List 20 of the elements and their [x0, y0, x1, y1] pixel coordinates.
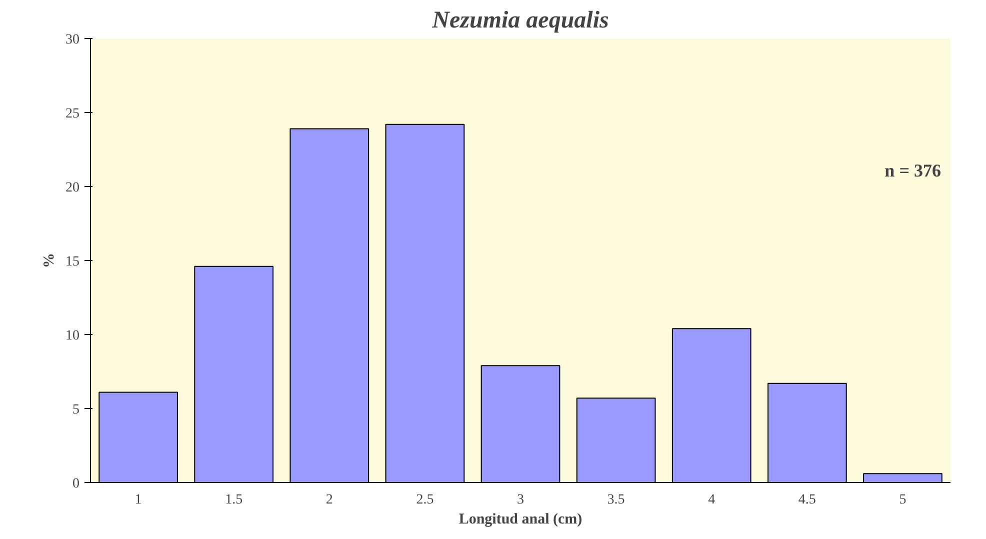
- x-tick-label: 5: [899, 492, 906, 508]
- y-tick-label: 15: [66, 254, 80, 270]
- y-tick-label: 30: [66, 32, 80, 48]
- x-tick-label: 1.5: [225, 492, 243, 508]
- x-axis-title: Longitud anal (cm): [458, 512, 582, 528]
- x-tick-label: 2.5: [416, 492, 434, 508]
- y-tick-label: 20: [66, 180, 80, 196]
- x-tick-label: 4: [708, 492, 716, 508]
- y-tick-label: 5: [72, 402, 80, 418]
- x-tick-label: 3: [517, 492, 524, 508]
- annotation: n = 376: [884, 160, 941, 181]
- y-tick-label: 10: [66, 328, 80, 344]
- x-tick-label: 1: [134, 492, 142, 508]
- y-tick-label: 0: [72, 476, 80, 492]
- x-tick-label: 2: [326, 492, 333, 508]
- x-tick-label: 4.5: [798, 492, 816, 508]
- x-tick-label: 3.5: [607, 492, 625, 508]
- y-axis-title: %: [42, 253, 58, 268]
- y-tick-label: 25: [66, 106, 80, 122]
- chart-title: Nezumia aequalis: [431, 8, 609, 34]
